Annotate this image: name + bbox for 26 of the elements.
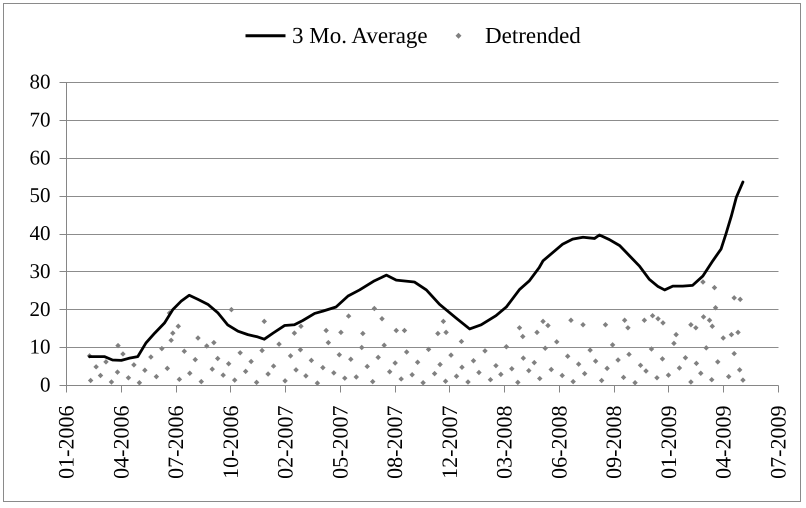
y-tick-label: 10 [30, 334, 50, 359]
x-tick-label: 09-2008 [601, 406, 626, 479]
y-tick-label: 30 [30, 258, 50, 283]
x-tick-label: 10-2006 [218, 406, 243, 479]
x-tick-label: 04-2009 [710, 406, 736, 479]
legend-label: Detrended [485, 22, 582, 48]
x-tick-label: 03-2008 [492, 406, 517, 479]
y-tick-label: 40 [30, 221, 50, 245]
x-tick-label: 04-2006 [108, 406, 134, 479]
x-tick-label: 01-2006 [54, 406, 78, 479]
x-tick-label: 02-2007 [272, 406, 298, 479]
x-tick-label: 05-2007 [327, 406, 352, 479]
x-tick-label: 07-2006 [163, 406, 188, 479]
y-tick-label: 20 [30, 296, 50, 321]
x-tick-label: 07-2009 [766, 406, 790, 479]
y-tick-label: 50 [30, 183, 50, 208]
x-tick-label: 01-2009 [656, 406, 681, 479]
x-tick-label: 08-2007 [382, 406, 408, 479]
y-tick-label: 80 [30, 70, 50, 94]
y-tick-label: 70 [30, 107, 50, 132]
x-tick-label: 12-2007 [436, 406, 462, 479]
y-tick-label: 60 [30, 145, 50, 170]
legend-label: 3 Mo. Average [292, 22, 428, 48]
line-series [88, 180, 744, 362]
y-tick-label: 0 [40, 372, 50, 396]
x-tick-label: 06-2008 [546, 406, 572, 479]
